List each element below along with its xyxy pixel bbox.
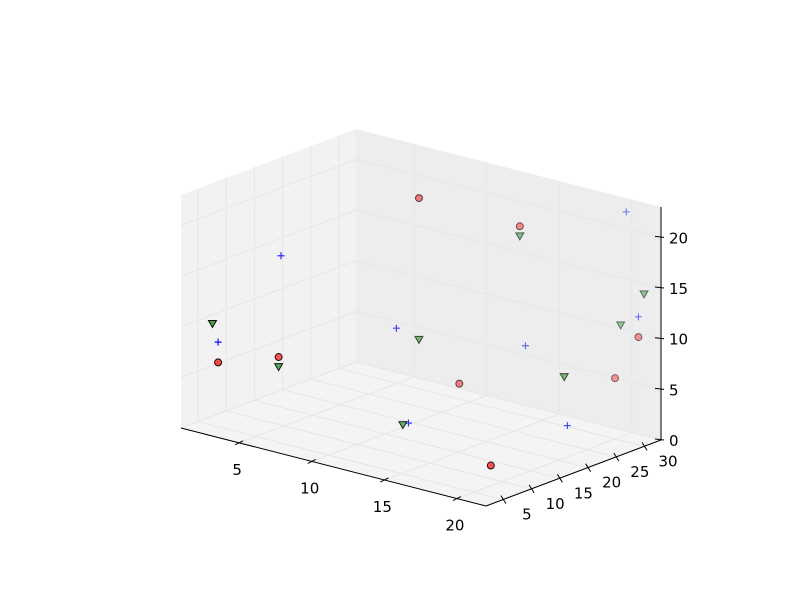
x-tick-label: 15 <box>373 498 392 516</box>
scatter-point-plus <box>563 422 571 430</box>
axes <box>180 207 665 507</box>
scatter-point-plus <box>214 338 222 346</box>
scatter-point-triangle <box>639 290 649 299</box>
y-grid-floor <box>254 399 560 479</box>
x-axis-line <box>180 427 487 507</box>
scatter-point-triangle <box>207 320 218 329</box>
z-grid-side <box>180 310 357 378</box>
z-grid-side <box>180 361 357 429</box>
z-grid-back <box>355 361 662 441</box>
scatter-point-plus <box>521 342 529 350</box>
z-tick-mark <box>654 387 665 390</box>
scatter-point-circle <box>455 379 464 388</box>
y-axis-line <box>485 439 662 507</box>
scatter-point-triangle <box>615 321 626 330</box>
x-grid-floor <box>384 413 560 481</box>
scatter-point-triangle <box>514 232 525 241</box>
y-grid-floor <box>338 367 645 447</box>
scatter-point-triangle <box>397 421 408 430</box>
z-tick-mark <box>654 438 665 441</box>
z-grid-back <box>355 158 662 238</box>
y-tick-label: 25 <box>630 463 649 481</box>
scatter-point-circle <box>515 222 524 231</box>
back-pane <box>356 129 661 440</box>
scatter-point-triangle <box>559 373 570 382</box>
y-grid-floor <box>197 421 504 501</box>
tick-labels: 5 10 15 20 5 10 15 20 25 30 0 5 10 15 20 <box>232 229 688 534</box>
x-tick-mark <box>234 440 244 446</box>
x-grid-floor <box>238 376 415 444</box>
x-tick-label: 20 <box>445 517 464 535</box>
z-tick-label: 0 <box>669 432 679 450</box>
y-tick-label: 20 <box>602 474 621 492</box>
scatter-point-plus <box>622 208 630 216</box>
x-tick-mark <box>380 477 389 483</box>
y-tick-mark <box>641 442 648 451</box>
x-tick-mark <box>452 496 462 502</box>
y-tick-mark <box>500 495 507 504</box>
side-pane <box>181 129 356 428</box>
z-tick-mark <box>654 337 665 340</box>
scatter-point-circle <box>414 194 423 203</box>
scatter-point-circle <box>611 374 620 383</box>
z-grid-back <box>355 260 662 340</box>
x-grid-floor <box>311 394 487 462</box>
y-tick-label: 30 <box>659 452 678 470</box>
data-points <box>207 194 649 470</box>
scatter-point-circle <box>486 461 495 470</box>
scatter-point-circle <box>274 353 283 362</box>
x-tick-label: 10 <box>300 479 319 497</box>
z-tick-mark <box>654 235 665 238</box>
scatter-point-circle <box>214 358 223 367</box>
x-grid-floor <box>456 432 633 500</box>
z-tick-label: 15 <box>669 280 688 298</box>
scatter-point-plus <box>277 252 285 260</box>
y-grid-floor <box>310 378 616 458</box>
z-tick-label: 5 <box>669 381 679 399</box>
scatter-point-circle <box>634 333 643 342</box>
y-tick-label: 5 <box>522 506 532 524</box>
scatter-point-triangle <box>273 363 284 372</box>
x-tick-label: 5 <box>232 461 242 479</box>
z-grid-side <box>180 158 357 226</box>
y-tick-label: 10 <box>546 495 565 513</box>
y-tick-mark <box>613 452 620 462</box>
scatter-point-plus <box>634 313 642 321</box>
y-tick-mark <box>556 474 563 483</box>
y-tick-mark <box>585 463 592 472</box>
z-tick-label: 10 <box>669 331 688 349</box>
floor-pane <box>181 362 661 506</box>
z-grid-back <box>355 209 662 289</box>
x-tick-mark <box>307 458 316 464</box>
z-grid-side <box>180 260 357 328</box>
scatter-point-triangle <box>414 335 424 345</box>
z-grid-back <box>355 310 662 390</box>
gridlines <box>180 135 662 501</box>
y-grid-floor <box>226 410 532 490</box>
y-grid-floor <box>282 389 588 469</box>
pane-group <box>181 129 661 506</box>
y-tick-label: 15 <box>574 484 593 502</box>
scatter-point-plus <box>392 324 400 332</box>
y-tick-mark <box>528 484 535 494</box>
z-tick-mark <box>654 286 665 289</box>
z-grid-side <box>180 209 357 277</box>
z-tick-label: 20 <box>669 229 688 247</box>
